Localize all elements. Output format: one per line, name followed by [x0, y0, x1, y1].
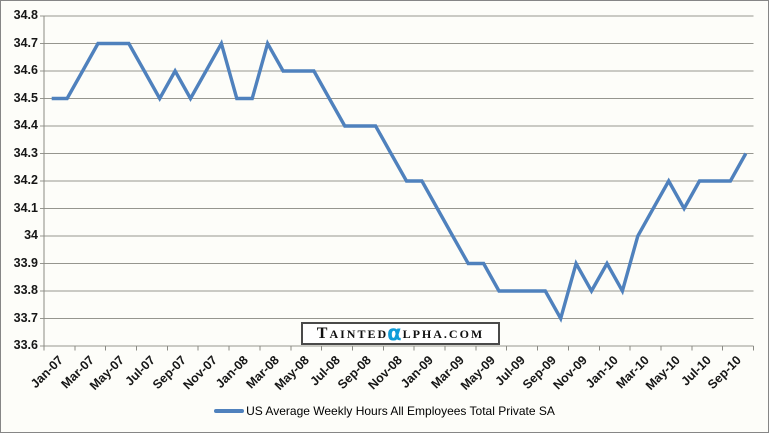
legend: US Average Weekly Hours All Employees To…	[1, 404, 768, 418]
y-axis-label: 34.6	[13, 63, 38, 77]
alpha-icon: α	[387, 321, 404, 345]
series-line-us-avg-weekly-hours	[51, 39, 748, 323]
y-axis-label: 34.2	[13, 173, 38, 187]
watermark-text-lphacom: LPHA.COM	[402, 326, 485, 341]
y-axis-label: 33.8	[13, 283, 38, 297]
watermark-letter-t: T	[316, 324, 330, 342]
y-axis-label: 33.9	[13, 255, 38, 270]
legend-line-marker	[214, 409, 245, 413]
watermark-text-tainted: AINTED	[329, 326, 389, 341]
legend-series-label: US Average Weekly Hours All Employees To…	[246, 404, 555, 418]
y-axis-label: 34.1	[13, 200, 38, 215]
y-axis-label: 34.7	[13, 35, 38, 50]
y-axis-label: 34	[24, 228, 38, 242]
watermark-taintedalpha: T AINTED α LPHA.COM	[301, 322, 500, 345]
y-axis-label: 34.5	[13, 90, 38, 105]
y-axis-label: 33.7	[13, 310, 38, 325]
y-axis-label: 34.3	[13, 145, 38, 160]
y-axis-label: 33.6	[13, 338, 38, 352]
y-axis-label: 34.8	[13, 8, 38, 22]
y-axis-label: 34.4	[13, 118, 38, 132]
